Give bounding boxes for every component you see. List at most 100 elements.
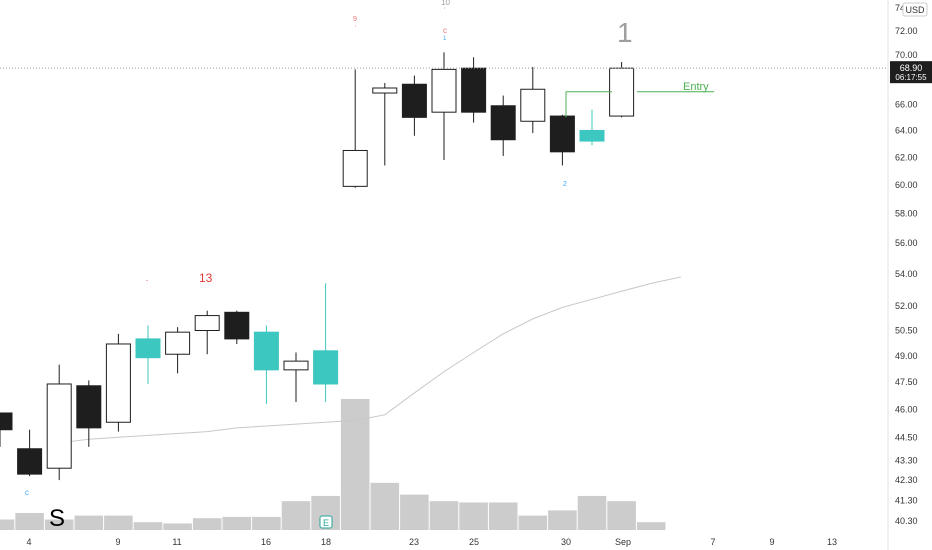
candle-body	[461, 67, 487, 113]
time-tick-label: 25	[469, 537, 479, 547]
candle-body	[431, 68, 457, 113]
volume-bar	[133, 522, 163, 530]
moving-average-line	[59, 276, 681, 444]
price-tick-label: 62.00	[895, 152, 918, 162]
volume-bar	[163, 523, 192, 530]
last-price-countdown: 06:17:55	[895, 73, 927, 82]
price-tick-label: 70.00	[895, 50, 918, 60]
volume-bar	[104, 515, 133, 530]
candle-body	[0, 412, 13, 431]
candle-body	[283, 360, 309, 371]
volume-bar	[518, 515, 548, 530]
price-tick-label: 58.00	[895, 209, 918, 219]
letter-c-top: c	[443, 26, 447, 35]
time-tick-label: 11	[172, 537, 181, 547]
entry-label: Entry	[683, 81, 709, 93]
candle-body	[224, 311, 250, 340]
candle-body	[105, 343, 131, 423]
price-tick-label: 64.00	[895, 125, 918, 135]
price-tick-label: 54.00	[895, 269, 918, 279]
price-tick-label: 52.00	[895, 301, 918, 311]
candlesticks	[0, 52, 635, 481]
volume-bar	[636, 522, 666, 530]
price-top-label: 74	[895, 3, 905, 13]
red-dash-mark: -	[146, 278, 148, 284]
price-tick-label: 41.30	[895, 495, 918, 505]
time-tick-label: Sep	[615, 537, 631, 547]
time-tick-label: 30	[561, 537, 571, 547]
big-count-number: 1	[617, 17, 633, 48]
price-tick-label: 56.00	[895, 238, 918, 248]
pink-dot-2: '	[355, 26, 356, 32]
pink-dot: '	[444, 8, 445, 14]
candle-body	[46, 383, 72, 469]
time-tick-label: 13	[827, 537, 837, 547]
price-tick-label: 72.00	[895, 26, 918, 36]
currency-box	[902, 2, 928, 17]
volume-bars	[0, 399, 666, 530]
volume-bar	[281, 501, 311, 530]
candle-body	[76, 385, 102, 429]
count-9-label: 9	[353, 16, 357, 23]
small-1-label: 1	[443, 36, 447, 42]
time-tick-label: 7	[710, 537, 715, 547]
volume-bar	[0, 519, 15, 530]
candle-body	[194, 315, 220, 331]
price-tick-label: 43.30	[895, 455, 918, 465]
letter-c-bottom: c	[25, 488, 29, 497]
price-tick-label: 50.50	[895, 325, 918, 335]
time-tick-label: 9	[769, 537, 774, 547]
price-tick-label: 49.00	[895, 351, 918, 361]
currency-label: USD	[905, 5, 925, 15]
volume-bar	[459, 502, 488, 530]
letter-s: S	[49, 505, 65, 532]
time-tick-label: 23	[409, 537, 419, 547]
time-tick-label: 4	[26, 537, 31, 547]
price-tick-label: 47.50	[895, 377, 918, 387]
volume-bar	[400, 494, 429, 530]
volume-bar	[577, 495, 607, 530]
candle-body	[313, 350, 339, 385]
candle-body	[401, 83, 427, 118]
last-price-value: 68.90	[900, 63, 923, 73]
candle-body	[490, 105, 516, 141]
volume-bar	[429, 501, 459, 530]
candle-body	[579, 129, 605, 142]
volume-bar	[548, 510, 577, 530]
count-10-label: 10	[441, 0, 450, 7]
time-tick-label: 18	[321, 537, 331, 547]
candle-body	[549, 115, 575, 153]
volume-bar	[74, 515, 104, 530]
time-tick-label: 9	[115, 537, 120, 547]
volume-bar	[44, 519, 74, 530]
candle-body	[609, 67, 635, 117]
count-13-label: 13	[199, 271, 213, 285]
volume-bar	[252, 516, 281, 530]
earnings-badge-label: E	[323, 518, 329, 528]
candle-body	[342, 149, 368, 187]
moving-average-path	[59, 276, 681, 444]
volume-bar	[607, 501, 636, 530]
candle-body	[135, 338, 161, 359]
candle-body	[253, 331, 279, 371]
price-tick-label: 60.00	[895, 180, 918, 190]
price-tick-label: 46.00	[895, 404, 918, 414]
volume-bar	[370, 482, 400, 530]
candle-body	[520, 88, 546, 122]
price-tick-label: 66.00	[895, 99, 918, 109]
count-2-label: 2	[563, 181, 567, 188]
candle-body	[17, 448, 43, 475]
candle-body	[372, 87, 398, 94]
volume-bar	[192, 518, 222, 530]
volume-bar	[488, 502, 518, 530]
price-axis: 72.0070.0068.0066.0064.0062.0060.0058.00…	[887, 0, 932, 550]
last-price-tag	[890, 61, 932, 84]
time-tick-label: 16	[261, 537, 271, 547]
earnings-badge	[319, 515, 333, 529]
candle-body	[165, 331, 191, 355]
price-tick-label: 42.30	[895, 475, 918, 485]
price-tick-label: 40.30	[895, 516, 918, 526]
price-tick-label: 44.50	[895, 432, 918, 442]
